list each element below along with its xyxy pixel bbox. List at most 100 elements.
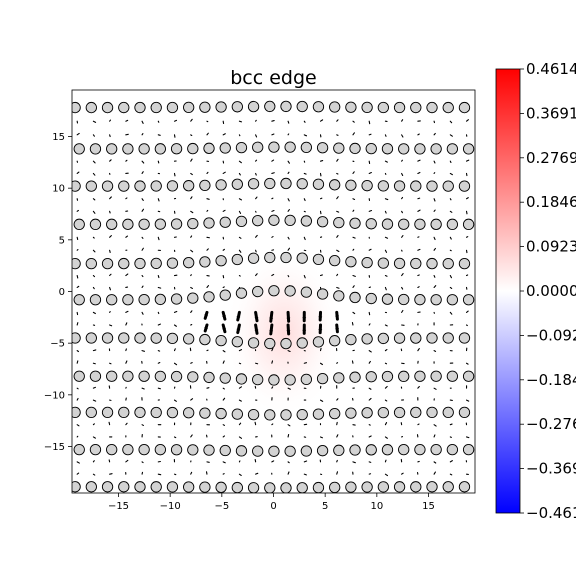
displacement-arrow [190,286,193,289]
atom-marker [361,333,373,345]
displacement-arrow [206,248,209,251]
atom-marker [166,406,179,419]
displacement-arrow [465,119,469,122]
atom-marker [73,143,85,155]
displacement-arrow [255,159,258,162]
displacement-arrow [368,435,372,438]
atom-marker [296,408,308,421]
displacement-arrow [125,360,128,364]
atom-marker [442,406,454,419]
displacement-arrow [384,249,388,253]
displacement-arrow [238,436,243,439]
atom-marker [252,285,264,298]
atom-marker [187,444,199,456]
displacement-arrow [401,286,404,290]
displacement-arrow [76,209,79,212]
displacement-arrow [125,197,128,200]
x-tick-label: 15 [422,501,435,512]
atom-marker [199,179,211,192]
displacement-arrow [465,274,469,277]
atom-marker [462,218,475,230]
colorbar-tick-label: −0.1846 [526,371,576,389]
atom-marker [268,374,280,386]
displacement-arrow [287,208,290,212]
displacement-arrow [368,248,372,251]
atom-marker [284,214,296,227]
atom-marker [296,337,308,349]
atom-marker [462,143,475,155]
displacement-arrow [352,209,355,212]
displacement-arrow [401,210,403,214]
displacement-arrow [319,347,322,352]
arrow-head [286,317,291,322]
atom-marker [377,257,389,269]
displacement-arrow [157,286,162,289]
displacement-arrow [238,172,241,176]
atom-marker [166,481,179,493]
displacement-arrow [141,198,144,201]
colorbar-ticks: 0.4614 0.3691 0.2769 0.1846 0.0923 0.0000 −0.0… [520,60,576,522]
atom-marker [183,180,195,192]
atom-marker [170,143,183,155]
atom-marker [89,218,102,230]
displacement-arrow [206,171,209,175]
displacement-arrow [336,234,339,238]
displacement-arrow [92,210,96,214]
displacement-arrow [368,209,373,212]
displacement-arrow [173,362,178,366]
atom-marker [316,288,329,300]
atom-marker [284,445,296,457]
displacement-arrow [384,236,389,239]
atom-marker [170,370,183,383]
atom-marker [410,257,422,270]
atom-marker [183,101,195,114]
displacement-arrow [449,172,453,176]
arrow-head [254,316,259,321]
displacement-arrow [76,461,80,464]
atom-marker [166,180,179,192]
atom-marker [393,406,406,419]
atom-marker [106,143,118,155]
atom-marker [284,285,296,297]
displacement-arrow [351,322,354,326]
atom-marker [138,143,150,155]
displacement-arrow [336,459,338,463]
displacement-arrow [352,198,356,201]
displacement-arrow [384,459,387,463]
atom-marker [398,293,410,306]
arrow-head [269,317,274,322]
displacement-arrow [255,234,258,238]
displacement-arrow [238,274,241,277]
y-tick-label: 0 [59,287,65,298]
atom-marker [187,142,199,155]
arrow-head [335,315,339,320]
atom-marker [393,180,406,192]
displacement-arrow [449,198,452,201]
displacement-arrow [465,236,469,238]
displacement-arrow [206,285,210,289]
displacement-arrow [384,134,387,137]
atom-marker [333,372,345,384]
displacement-arrow [76,236,79,240]
displacement-arrow [449,311,453,315]
displacement-arrow [417,197,421,200]
displacement-arrow [401,159,403,162]
atom-marker [475,258,485,268]
displacement-arrow [336,398,339,401]
atom-marker [101,332,114,344]
displacement-arrow [255,196,258,200]
displacement-arrow [336,273,339,277]
atom-marker [381,370,394,383]
atom-marker [268,445,280,457]
atom-marker [365,143,377,155]
displacement-arrow [433,387,437,390]
atom-marker [430,294,442,306]
displacement-arrow [190,172,193,176]
x-tick-label: 0 [270,501,276,512]
displacement-arrow [92,423,95,426]
atom-marker [349,217,361,229]
displacement-arrow [92,286,95,290]
atom-marker [446,294,459,306]
colorbar-tick-label: −0.3691 [526,460,576,478]
colorbar-tick-label: −0.4614 [526,504,576,522]
